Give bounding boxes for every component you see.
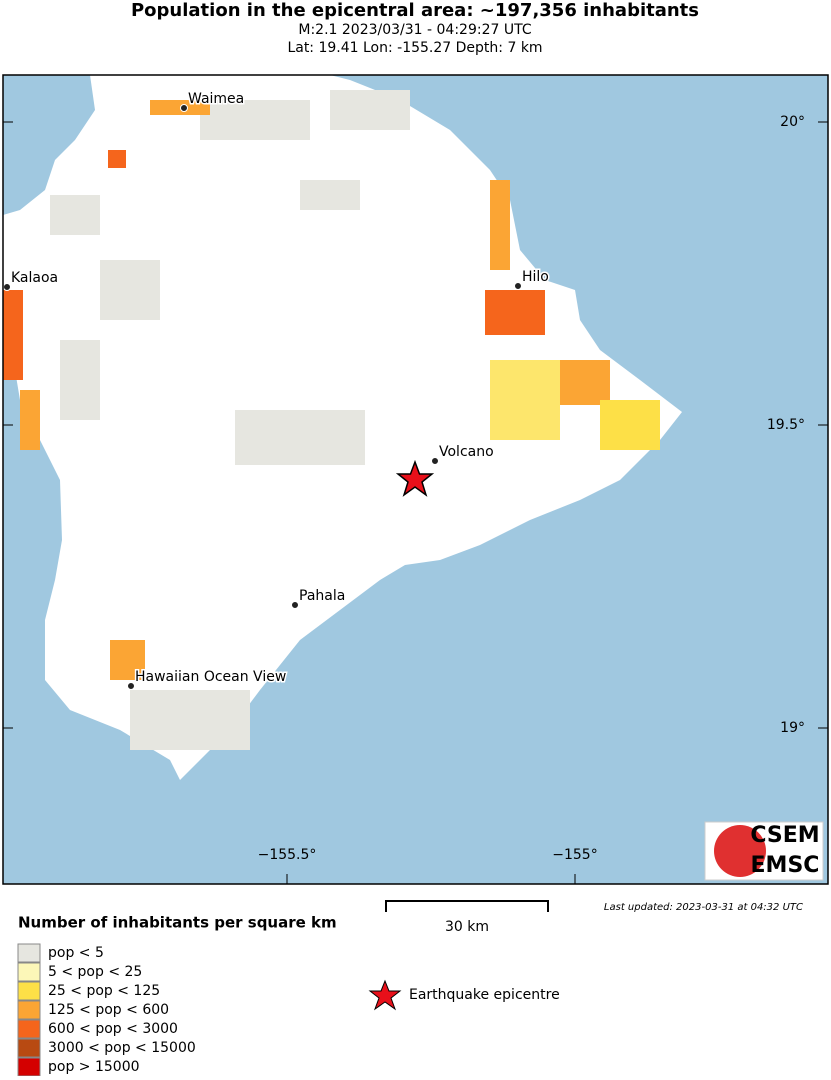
legend-swatch [17,1000,41,1020]
legend-label: 600 < pop < 3000 [48,1021,178,1037]
logo: CSEM EMSC [704,821,824,881]
title: Population in the epicentral area: ~197,… [131,0,699,21]
legend-swatch [17,1038,41,1058]
city-dot [180,104,188,112]
city-dot [127,682,135,690]
legend-swatch [17,943,41,963]
lon-label: −155.5° [258,847,317,863]
city-dot [431,457,439,465]
logo-text: CSEM [750,823,819,848]
legend-label: 3000 < pop < 15000 [48,1040,196,1056]
city-label: Hilo [522,269,549,285]
legend-swatch [17,981,41,1001]
legend-swatch [17,1019,41,1039]
city-dot [3,283,11,291]
legend-label: 125 < pop < 600 [48,1002,169,1018]
city-label: Hawaiian Ocean View [135,669,286,685]
epicentre-star [395,459,435,497]
legend-label: 5 < pop < 25 [48,964,142,980]
city-dot [291,601,299,609]
legend-label: pop > 15000 [48,1059,140,1075]
logo-text: EMSC [751,853,820,878]
city-dot [514,282,522,290]
lon-label: −155° [552,847,597,863]
legend-label: pop < 5 [48,945,104,961]
city-label: Volcano [439,444,494,460]
sparse-areas [50,90,410,750]
scale-bar [385,900,549,912]
map-frame [2,74,829,885]
map: Waimea Kalaoa Hilo Volcano Pahala Hawaiian Oc… [2,74,829,885]
city-label: Kalaoa [11,270,58,286]
subtitle: Lat: 19.41 Lon: -155.27 Depth: 7 km [287,40,542,56]
legend-swatch [17,1057,41,1077]
city-label: Waimea [188,91,244,107]
legend-title: Number of inhabitants per square km [18,914,337,932]
epicentre-label: Earthquake epicentre [409,987,560,1003]
lat-label: 19° [780,720,805,736]
legend-star [368,979,402,1011]
lat-label: 19.5° [767,417,805,433]
legend-swatch [17,962,41,982]
last-updated: Last updated: 2023-03-31 at 04:32 UTC [604,902,803,913]
scale-label: 30 km [445,919,489,935]
city-label: Pahala [299,588,345,604]
populated-areas [3,100,660,680]
lat-label: 20° [780,114,805,130]
legend-label: 25 < pop < 125 [48,983,160,999]
subtitle: M:2.1 2023/03/31 - 04:29:27 UTC [298,22,531,38]
